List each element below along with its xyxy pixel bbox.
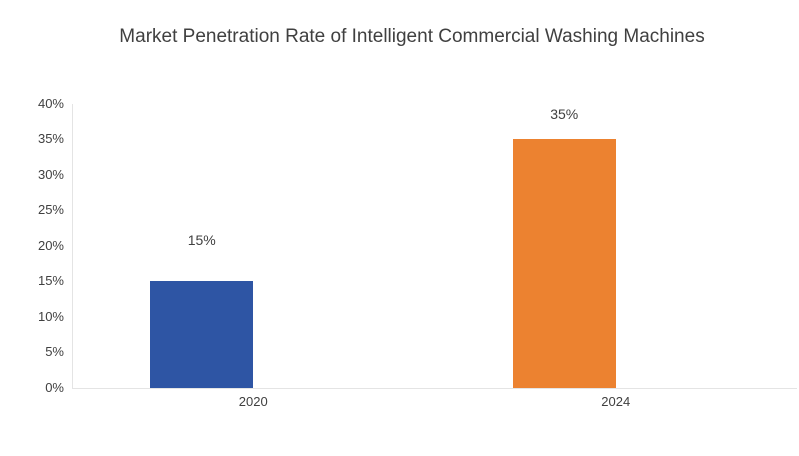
x-axis-tick-2024: 2024 <box>601 394 631 409</box>
y-axis-tick-30: 30% <box>37 166 64 182</box>
y-axis-tick-10: 10% <box>37 308 64 324</box>
data-label-2024: 35% <box>550 106 579 123</box>
chart-title: Market Penetration Rate of Intelligent C… <box>119 26 705 47</box>
y-axis-tick-0: 0% <box>45 380 64 395</box>
y-axis-tick-35: 35% <box>37 131 64 147</box>
y-axis-tick-15: 15% <box>37 273 64 289</box>
data-label-2020: 15% <box>187 232 216 249</box>
bar-2024 <box>512 139 616 388</box>
x-axis-tick-2020: 2020 <box>238 394 268 409</box>
y-axis-tick-40: 40% <box>37 95 64 111</box>
x-axis-line <box>72 388 797 389</box>
y-axis-tick-25: 25% <box>37 202 64 218</box>
y-axis-tick-20: 20% <box>37 237 64 253</box>
y-axis-tick-5: 5% <box>45 344 64 360</box>
y-axis-line <box>72 103 73 388</box>
bar-2020 <box>150 281 254 388</box>
